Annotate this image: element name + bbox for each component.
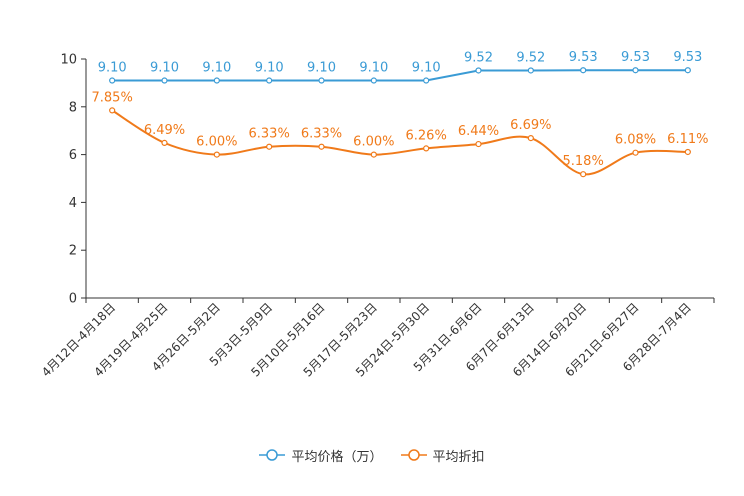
data-label-1-7: 6.44% [458,124,499,139]
y-tick-label: 8 [69,100,77,115]
y-axis: 0 2 4 6 8 10 [60,53,87,307]
series-layer [109,67,691,178]
data-point-1-5[interactable] [370,151,377,158]
data-point-1-7[interactable] [475,140,482,148]
data-label-0-6: 9.10 [412,61,441,76]
data-point-1-8[interactable] [527,135,534,142]
data-label-0-1: 9.10 [150,61,179,76]
data-label-0-5: 9.10 [359,61,388,76]
data-label-0-9: 9.53 [569,50,598,65]
data-point-1-9[interactable] [580,171,587,178]
series-line-0 [112,69,688,82]
data-point-0-7[interactable] [475,67,482,74]
line-chart: 0 2 4 6 8 10 4月12日-4月18日4月19日-4月25日4月26日-5月2日… [39,50,715,380]
data-label-0-3: 9.10 [255,61,284,76]
data-label-0-11: 9.53 [673,50,702,65]
data-point-1-0[interactable] [109,107,116,114]
y-tick-label: 6 [69,148,77,163]
data-label-1-4: 6.33% [301,127,342,142]
data-point-0-11[interactable] [684,67,691,74]
data-label-1-3: 6.33% [249,127,290,142]
data-labels: 9.10 9.10 9.10 9.10 9.10 9.10 9.10 9.52 9.52 9.53… [92,50,709,169]
data-point-0-0[interactable] [109,77,116,84]
data-point-0-8[interactable] [527,67,534,74]
data-point-1-2[interactable] [213,151,220,158]
data-point-0-10[interactable] [632,67,639,74]
data-label-1-6: 6.26% [406,128,447,143]
data-label-1-8: 6.69% [510,118,551,133]
data-point-0-1[interactable] [161,77,168,84]
legend-item-discount[interactable]: 平均折扣 [400,446,485,465]
data-point-1-3[interactable] [266,143,273,150]
legend-discount-label: 平均折扣 [432,449,485,465]
y-tick-label: 10 [60,53,77,68]
data-point-0-9[interactable] [580,67,587,74]
data-label-0-7: 9.52 [464,50,493,65]
data-label-0-4: 9.10 [307,61,336,76]
data-label-1-10: 6.08% [615,133,656,148]
data-point-1-11[interactable] [684,148,691,156]
data-point-0-3[interactable] [266,77,273,84]
data-label-0-10: 9.53 [621,50,650,65]
data-label-1-9: 5.18% [563,154,604,169]
legend-discount-swatch-icon [400,449,427,461]
data-label-0-0: 9.10 [98,61,127,76]
data-label-1-2: 6.00% [196,135,237,150]
data-label-1-0: 7.85% [92,90,133,105]
data-label-0-2: 9.10 [202,61,231,76]
legend: 平均价格（万） 平均折扣 [0,444,744,466]
y-tick-label: 4 [69,196,77,211]
series-line-1 [111,109,688,176]
data-point-1-10[interactable] [632,149,639,156]
data-point-1-6[interactable] [423,145,430,152]
legend-item-price[interactable]: 平均价格（万） [259,446,383,465]
data-label-1-5: 6.00% [353,135,394,150]
data-point-0-4[interactable] [318,77,325,84]
data-label-0-8: 9.52 [516,50,545,65]
x-axis: 4月12日-4月18日4月19日-4月25日4月26日-5月2日5月3日-5月9… [39,297,715,380]
data-point-1-4[interactable] [318,143,325,150]
data-point-1-1[interactable] [161,139,168,146]
legend-price-swatch-icon [259,449,286,461]
y-tick-label: 0 [69,292,77,307]
data-label-1-1: 6.49% [144,123,185,138]
data-point-0-2[interactable] [213,77,220,84]
data-point-0-6[interactable] [423,77,430,84]
legend-price-label: 平均价格（万） [291,449,383,465]
data-label-1-11: 6.11% [667,132,708,147]
y-tick-label: 2 [69,244,77,259]
data-point-0-5[interactable] [370,77,377,84]
